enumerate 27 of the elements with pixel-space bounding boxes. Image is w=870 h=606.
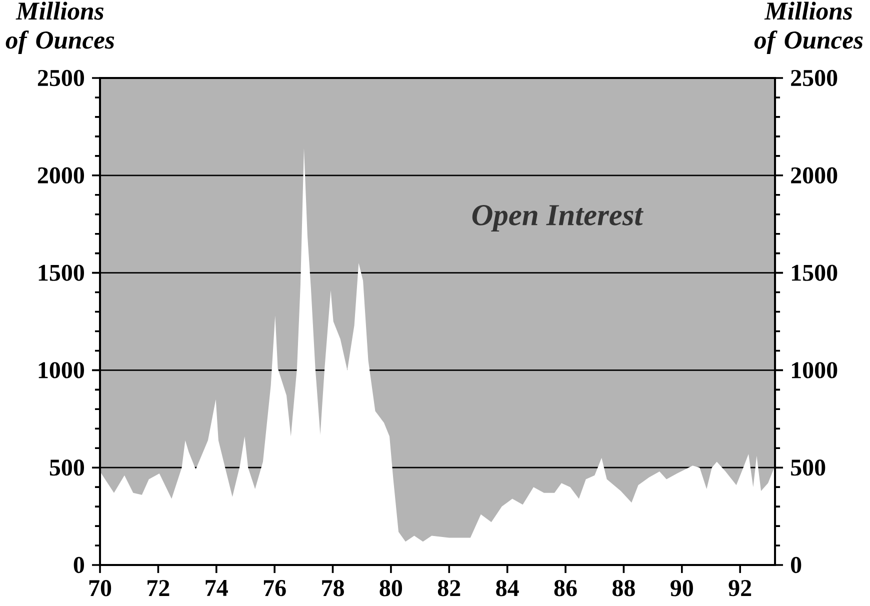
y-tick-label: 1500 — [38, 264, 84, 281]
x-tick-label: 84 — [496, 580, 519, 596]
x-tick-label: 82 — [438, 580, 460, 596]
x-tick-label: 70 — [89, 580, 112, 596]
y2-tick-label: 1000 — [792, 362, 838, 378]
x-tick-label: 92 — [728, 580, 752, 596]
y-tick-label: 1000 — [38, 362, 84, 378]
y2-tick-label: 2500 — [791, 70, 838, 86]
y-tick-label: 2000 — [38, 167, 84, 184]
x-tick-label: 78 — [322, 580, 344, 596]
y-axis-title: Millions of Ounces — [6, 2, 114, 54]
x-tick-label: 76 — [264, 580, 286, 596]
y-tick-label: 2500 — [38, 70, 84, 86]
y-tick-label: 500 — [50, 459, 84, 476]
y2-tick-label: 1500 — [792, 264, 838, 281]
y2-axis-title: Millions of Ounces — [754, 2, 863, 54]
x-tick-label: 80 — [380, 580, 402, 596]
x-tick-label: 74 — [206, 580, 228, 596]
x-tick-label: 90 — [670, 580, 693, 596]
y-tick-label: 0 — [74, 556, 84, 574]
annotation: Open Interest — [472, 204, 644, 232]
x-tick-label: 88 — [612, 580, 635, 596]
y2-tick-label: 500 — [791, 459, 826, 476]
y2-tick-label: 2000 — [791, 167, 838, 184]
y2-tick-label: 0 — [790, 556, 802, 574]
x-tick-label: 86 — [554, 580, 577, 596]
x-tick-label: 72 — [148, 580, 170, 596]
